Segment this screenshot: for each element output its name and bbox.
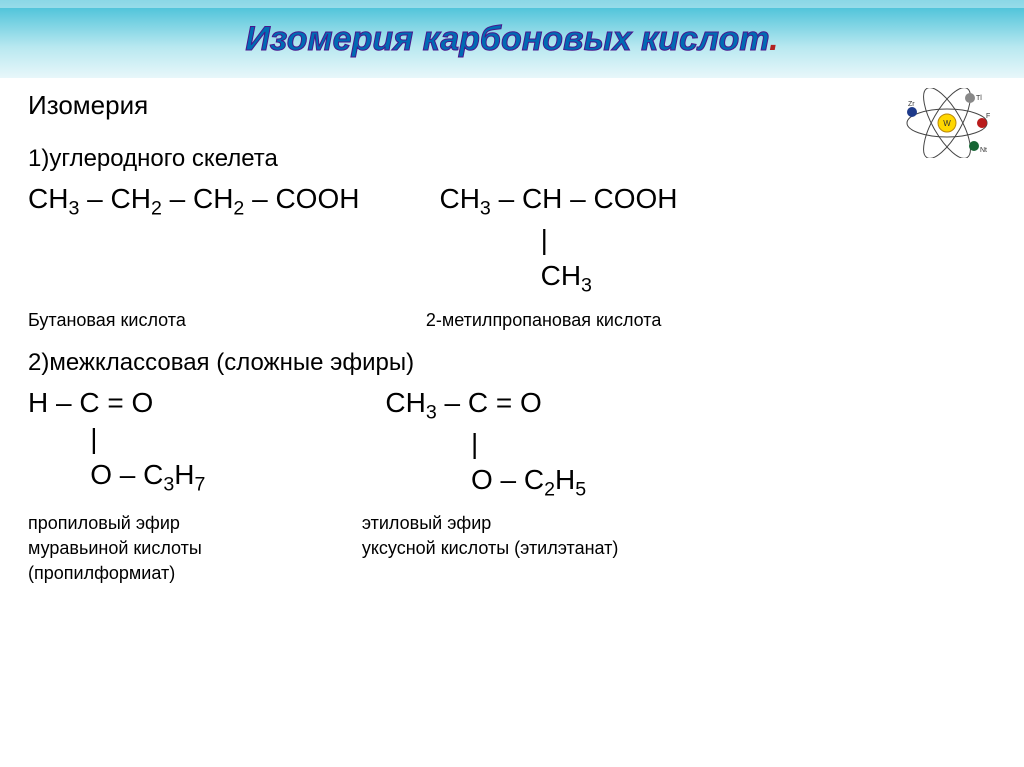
section1-captions: Бутановая кислота 2-метилпропановая кисл…: [28, 306, 996, 331]
formula-text: |: [385, 426, 586, 462]
subtitle: Изомерия: [28, 90, 996, 121]
title-text: Изомерия карбоновых кислот: [245, 20, 769, 58]
header-banner: Изомерия карбоновых кислот.: [0, 0, 1024, 78]
formula-text: CH3: [439, 258, 677, 299]
title-dot: .: [769, 20, 778, 58]
section1-formulas: CH3 – CH2 – CH2 – COOH CH3 – CH – COOH |…: [28, 181, 996, 300]
section2-captions: пропиловый эфир муравьиной кислоты (проп…: [28, 509, 996, 584]
formula-text: H – C = O: [28, 385, 205, 421]
section1-heading: 1)углеродного скелета: [28, 145, 996, 173]
formula-text: |: [28, 421, 205, 457]
formula-methylpropanoic: CH3 – CH – COOH | CH3: [439, 181, 677, 300]
formula-text: O – C3H7: [28, 457, 205, 498]
formula-text: CH3 – CH – COOH: [439, 181, 677, 222]
formula-text: CH3 – CH2 – CH2 – COOH: [28, 181, 359, 222]
caption-propyl-formate: пропиловый эфир муравьиной кислоты (проп…: [28, 509, 202, 584]
formula-propyl-formate: H – C = O | O – C3H7: [28, 385, 205, 504]
section2-heading: 2)межклассовая (сложные эфиры): [28, 349, 996, 377]
formula-ethyl-acetate: CH3 – C = O | O – C2H5: [385, 385, 586, 504]
formula-text: |: [439, 222, 677, 258]
formula-text: CH3 – C = O: [385, 385, 586, 426]
caption-methylpropanoic: 2-метилпропановая кислота: [426, 310, 662, 331]
section2-formulas: H – C = O | O – C3H7 CH3 – C = O | O – C…: [28, 385, 996, 504]
caption-butanoic: Бутановая кислота: [28, 310, 186, 331]
formula-text: O – C2H5: [385, 462, 586, 503]
formula-butanoic: CH3 – CH2 – CH2 – COOH: [28, 181, 359, 300]
content-area: Изомерия 1)углеродного скелета CH3 – CH2…: [0, 78, 1024, 596]
caption-ethyl-acetate: этиловый эфир уксусной кислоты (этилэтан…: [362, 509, 619, 584]
page-title: Изомерия карбоновых кислот.: [245, 20, 778, 59]
